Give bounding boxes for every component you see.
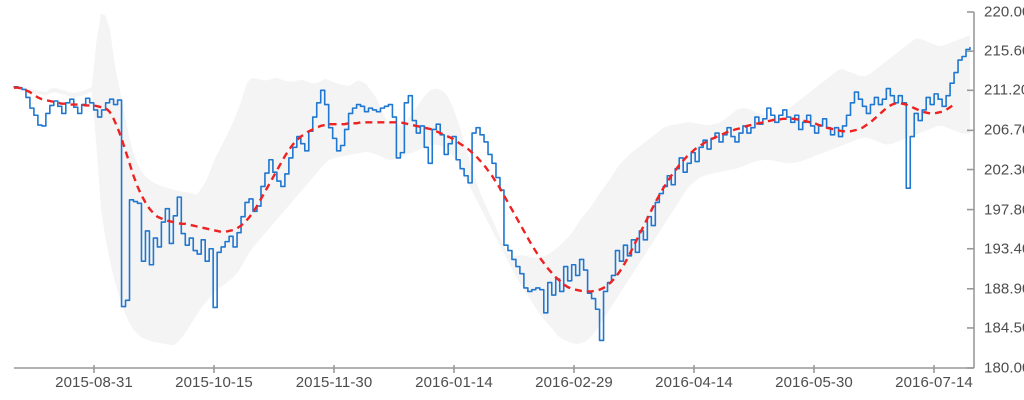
y-axis-tick-label: 184.50 <box>984 319 1024 337</box>
x-axis-ticks <box>93 365 935 373</box>
trend-line-dashed <box>14 86 955 293</box>
y-axis-tick-label: 220.00 <box>984 3 1024 21</box>
price-line <box>13 46 971 342</box>
x-axis-tick-label: 2015-11-30 <box>295 374 373 391</box>
x-axis-tick-label: 2016-01-14 <box>415 374 493 391</box>
x-axis-tick-label: 2015-10-15 <box>175 374 253 391</box>
confidence-band <box>14 13 970 345</box>
y-axis-tick-label: 206.70 <box>984 121 1024 139</box>
y-axis-tick-label: 180.00 <box>984 359 1024 377</box>
y-axis-tick-label: 211.20 <box>984 81 1024 99</box>
confidence-band-group <box>14 13 970 345</box>
axes-group <box>14 11 975 373</box>
y-axis-tick-label: 193.40 <box>984 240 1024 258</box>
trend-series-group <box>14 86 955 293</box>
y-axis-tick-label: 197.80 <box>984 201 1024 219</box>
y-axis-tick-label: 202.30 <box>984 161 1024 179</box>
x-axis-tick-label: 2015-08-31 <box>55 374 133 391</box>
price-series-group <box>13 46 971 342</box>
x-axis-tick-label: 2016-07-14 <box>895 374 973 391</box>
x-axis-tick-label: 2016-05-30 <box>775 374 853 391</box>
x-axis-tick-label: 2016-02-29 <box>535 374 613 391</box>
x-axis-tick-label: 2016-04-14 <box>655 374 733 391</box>
y-axis-tick-label: 188.90 <box>984 280 1024 298</box>
y-axis-tick-label: 215.60 <box>984 42 1024 60</box>
y-axis-ticks <box>967 11 974 369</box>
